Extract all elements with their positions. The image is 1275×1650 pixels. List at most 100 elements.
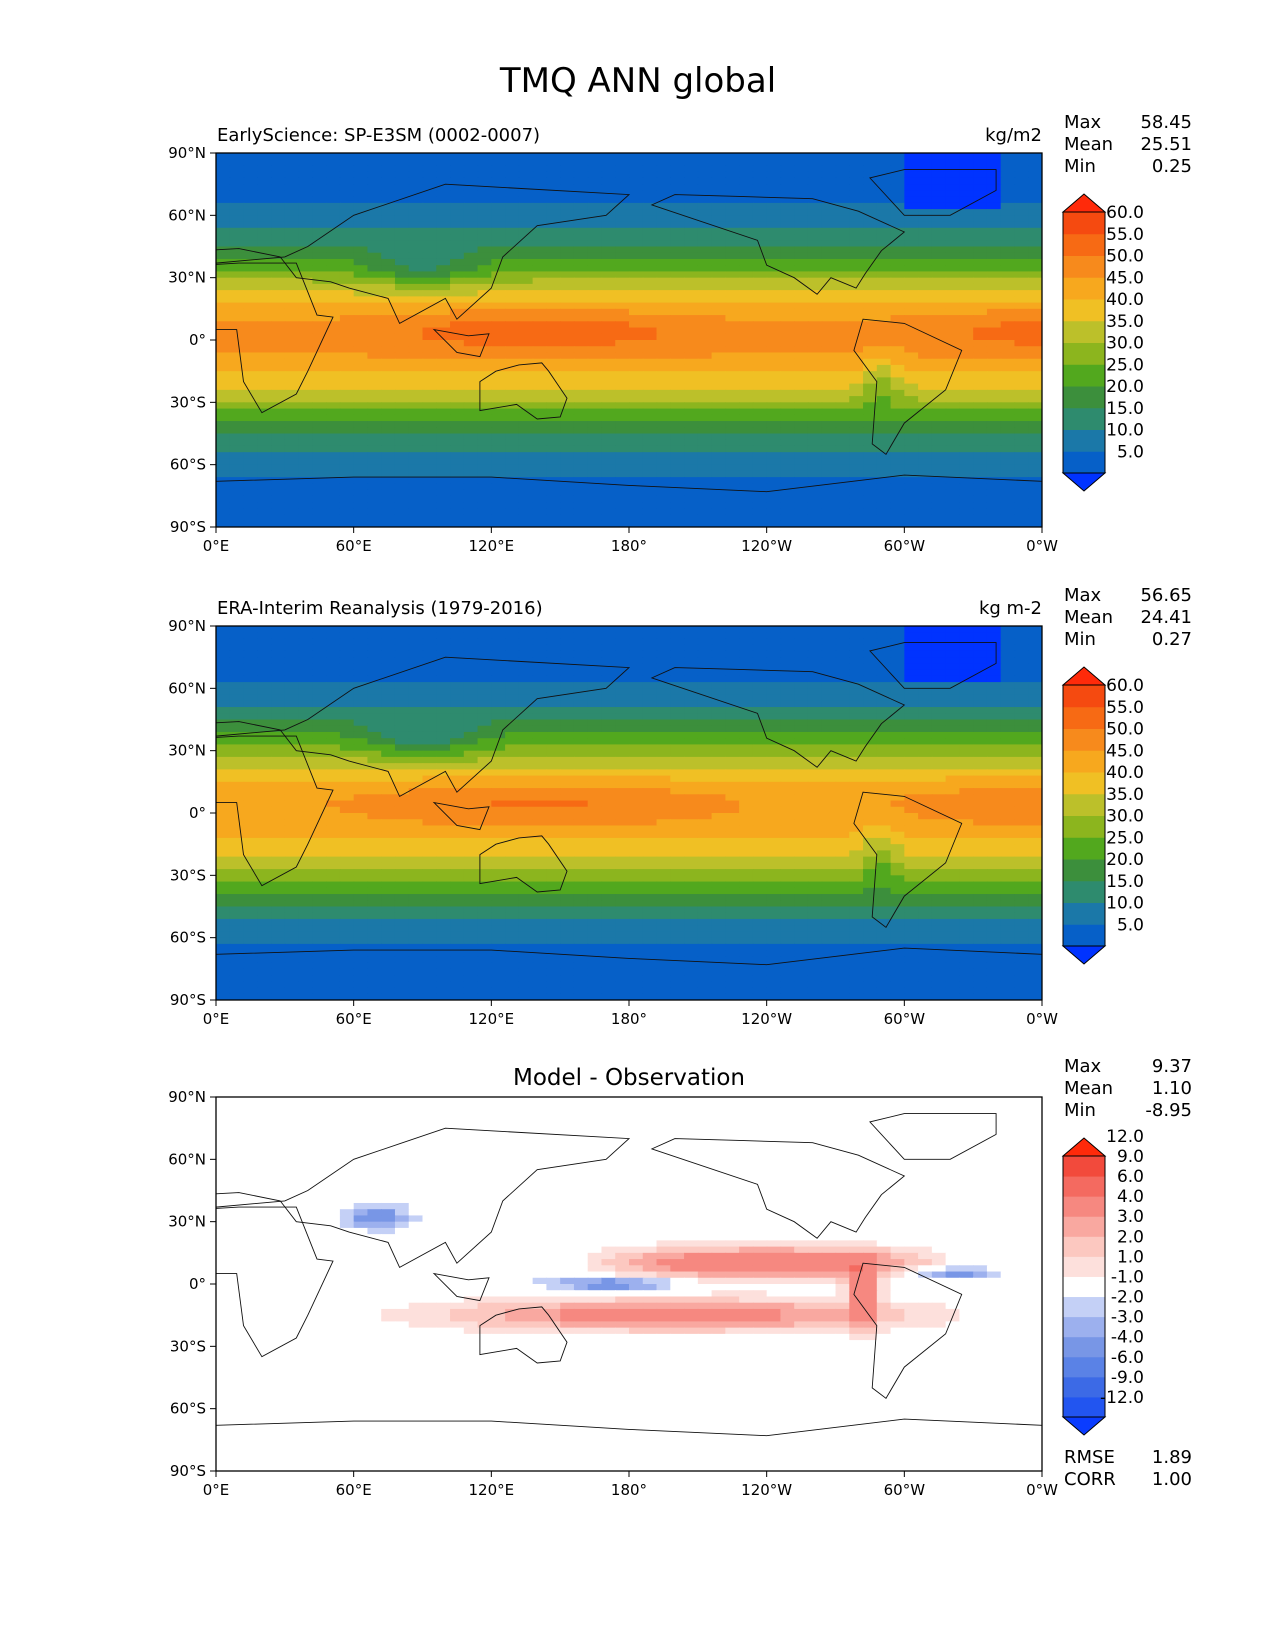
map-cell [257, 688, 272, 696]
map-cell [904, 657, 919, 665]
x-tick-label: 60°W [884, 537, 926, 555]
map-cell [807, 470, 823, 478]
map-cell [615, 371, 630, 379]
map-cell [367, 731, 382, 739]
map-cell [629, 669, 644, 677]
map-cell [684, 271, 699, 279]
map-cell [642, 277, 658, 285]
map-cell [518, 302, 534, 310]
map-cell [463, 346, 479, 354]
map-cell [298, 688, 314, 696]
map-cell [697, 234, 713, 241]
map-cell [1028, 234, 1042, 241]
map-cell [794, 520, 809, 527]
map-cell [615, 383, 630, 391]
map-cell [890, 159, 906, 167]
map-cell [436, 470, 451, 478]
map-cell [931, 508, 947, 516]
map-cell [945, 327, 961, 335]
colorbar-tick-label: 60.0 [1106, 203, 1144, 223]
map-cell [1014, 215, 1029, 223]
map-cell [629, 731, 644, 739]
map-cell [312, 252, 327, 260]
map-cell [436, 364, 451, 372]
map-cell [739, 719, 754, 727]
map-cell [697, 495, 713, 503]
map-cell [229, 389, 245, 397]
map-cell [477, 675, 493, 683]
map-cell [876, 638, 892, 646]
map-cell [986, 377, 1002, 385]
map-cell [367, 283, 382, 291]
map-cell [298, 383, 314, 391]
map-cell [546, 744, 561, 752]
map-cell [243, 352, 258, 360]
map-cell [890, 464, 906, 472]
map-cell [1014, 452, 1029, 460]
map-cell [546, 502, 561, 509]
map-cell [546, 445, 561, 453]
map-cell [863, 190, 878, 198]
map-cell [629, 738, 644, 746]
map-cell [642, 626, 658, 633]
map-cell [284, 177, 300, 185]
map-cell [904, 725, 919, 733]
map-cell [587, 234, 603, 241]
map-cell [450, 290, 465, 298]
map-cell [546, 277, 561, 285]
map-cell [863, 234, 878, 241]
map-cell [532, 725, 548, 733]
map-cell [477, 358, 493, 366]
map-cell [216, 700, 231, 708]
map-cell [918, 171, 933, 179]
map-cell [629, 308, 644, 316]
map-cell [546, 520, 561, 527]
map-cell [656, 265, 671, 273]
map-cell [298, 209, 314, 217]
map-cell [229, 321, 245, 329]
map-cell [284, 725, 300, 733]
map-cell [849, 483, 864, 491]
map-cell [986, 321, 1002, 329]
map-cell [381, 707, 396, 714]
map-cell [711, 302, 727, 310]
map-cell [973, 315, 988, 322]
map-cell [394, 502, 410, 509]
map-cell [436, 433, 451, 441]
map-cell [560, 165, 575, 173]
map-cell [780, 327, 795, 335]
map-cell [573, 258, 589, 266]
map-cell [229, 458, 245, 466]
map-cell [711, 327, 727, 335]
map-cell [326, 433, 341, 441]
map-cell [1028, 713, 1042, 721]
map-cell [546, 470, 561, 478]
map-cell [546, 408, 561, 416]
map-cell [725, 669, 740, 677]
map-cell [890, 675, 906, 683]
map-cell [766, 632, 782, 640]
map-cell [518, 190, 534, 198]
map-cell [794, 489, 809, 497]
map-cell [491, 227, 506, 235]
map-cell [835, 290, 850, 298]
map-cell [918, 414, 933, 422]
map-cell [436, 383, 451, 391]
map-cell [505, 190, 520, 198]
map-cell [546, 458, 561, 466]
map-cell [477, 669, 493, 677]
map-cell [394, 495, 410, 503]
map-cell [904, 694, 919, 702]
map-cell [766, 246, 782, 254]
map-cell [629, 358, 644, 366]
map-cell [615, 744, 630, 752]
map-cell [450, 277, 465, 285]
map-cell [560, 520, 575, 527]
map-cell [518, 650, 534, 658]
map-cell [560, 731, 575, 739]
map-cell [573, 719, 589, 727]
map-cell [876, 327, 892, 335]
map-cell [684, 445, 699, 453]
map-cell [560, 675, 575, 683]
map-cell [436, 750, 451, 758]
